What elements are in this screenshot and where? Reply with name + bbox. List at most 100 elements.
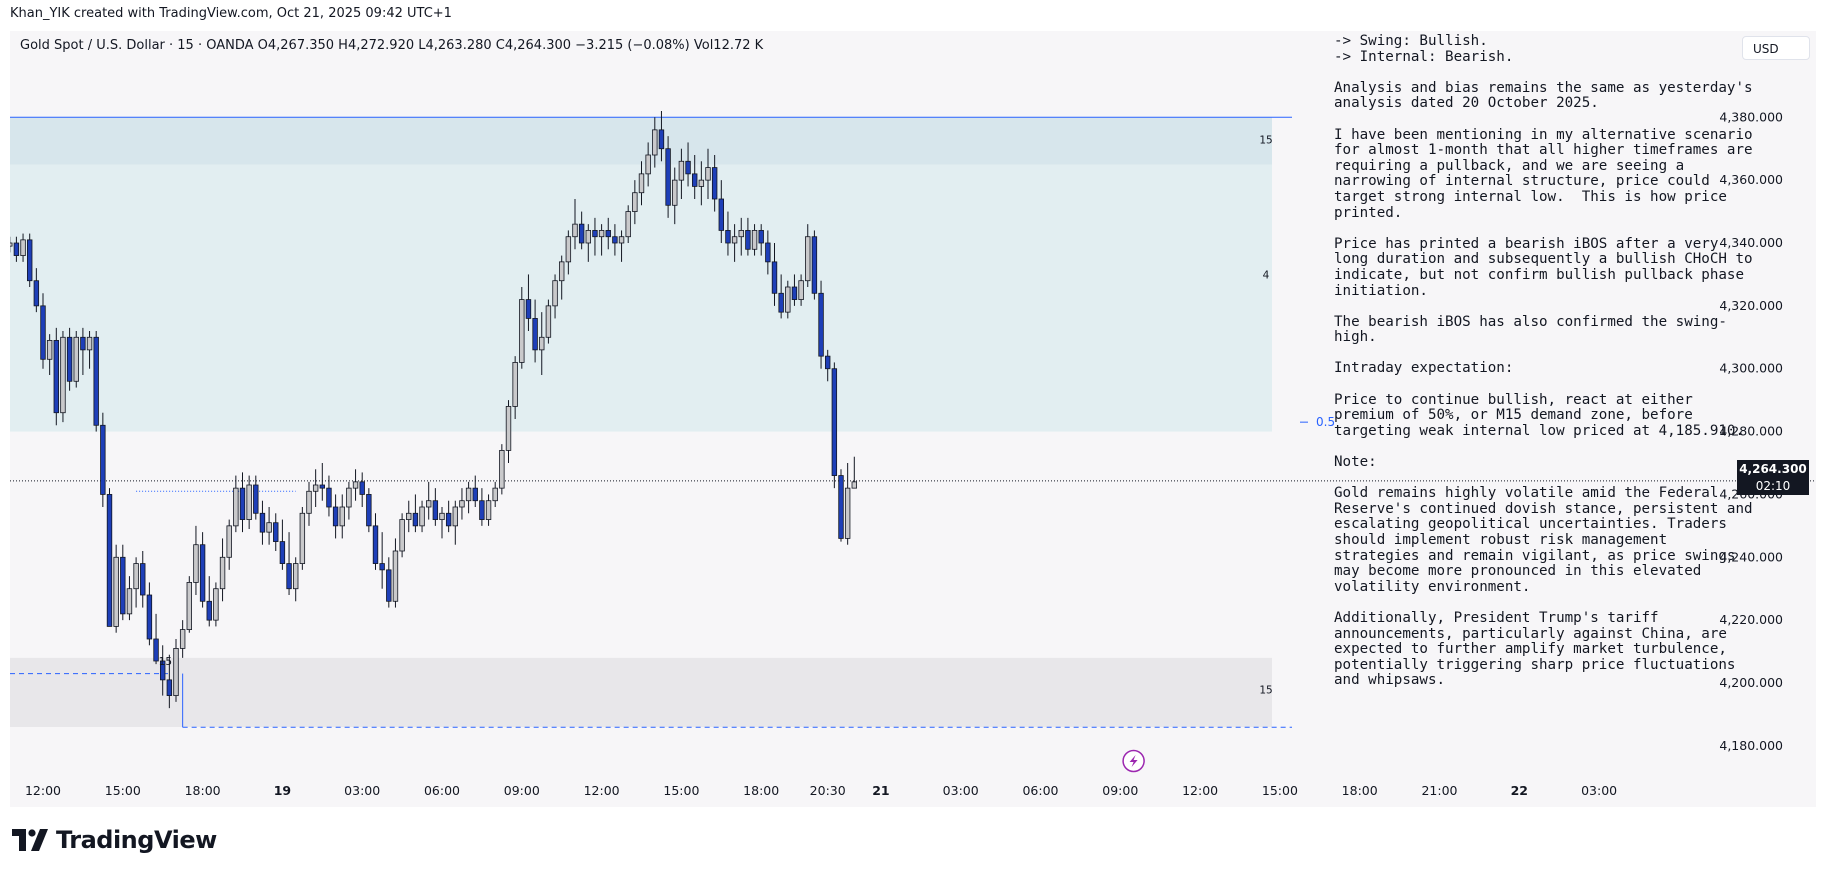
candle[interactable] (731, 236, 738, 244)
candle[interactable] (725, 230, 731, 244)
candle[interactable] (206, 600, 212, 621)
candle[interactable] (299, 512, 306, 564)
candle[interactable] (645, 154, 651, 175)
candle[interactable] (492, 487, 498, 502)
candle[interactable] (692, 173, 698, 187)
candle[interactable] (239, 487, 246, 520)
candle[interactable] (831, 368, 838, 476)
candle[interactable] (126, 588, 133, 615)
candle[interactable] (412, 512, 419, 527)
candle[interactable] (751, 230, 758, 250)
candle[interactable] (485, 500, 492, 520)
candle[interactable] (292, 563, 299, 590)
candle[interactable] (499, 450, 505, 489)
candle[interactable] (326, 487, 332, 508)
candle[interactable] (193, 544, 199, 583)
candle[interactable] (306, 490, 312, 514)
candle[interactable] (791, 286, 798, 300)
candle[interactable] (459, 500, 465, 508)
candle[interactable] (406, 512, 412, 520)
candle[interactable] (140, 563, 146, 596)
candle[interactable] (519, 299, 525, 363)
candle[interactable] (33, 280, 40, 307)
candle[interactable] (578, 223, 585, 244)
candle[interactable] (432, 500, 439, 520)
candle[interactable] (259, 512, 266, 533)
candle[interactable] (572, 223, 578, 238)
candle[interactable] (26, 239, 33, 282)
candle[interactable] (638, 173, 645, 194)
candle[interactable] (672, 179, 678, 206)
candle[interactable] (319, 484, 325, 489)
candle[interactable] (711, 167, 718, 200)
candle[interactable] (705, 167, 711, 181)
candle[interactable] (392, 550, 399, 602)
candle[interactable] (479, 500, 485, 520)
candle[interactable] (286, 563, 292, 590)
candle[interactable] (738, 230, 744, 238)
candle[interactable] (166, 679, 173, 696)
candle[interactable] (279, 541, 286, 564)
candle[interactable] (452, 506, 458, 527)
candle[interactable] (40, 305, 46, 360)
candle[interactable] (146, 594, 153, 640)
candle[interactable] (818, 292, 824, 357)
candle[interactable] (113, 556, 119, 627)
candle[interactable] (632, 192, 638, 212)
candle[interactable] (372, 525, 379, 564)
candle[interactable] (46, 340, 53, 360)
candle[interactable] (253, 484, 259, 514)
candle[interactable] (13, 242, 20, 256)
currency-button[interactable]: USD (1742, 36, 1810, 60)
candle[interactable] (585, 230, 591, 244)
candle[interactable] (658, 129, 665, 150)
candle[interactable] (86, 336, 93, 351)
candle[interactable] (186, 582, 192, 630)
candle[interactable] (100, 424, 106, 495)
candle[interactable] (525, 299, 532, 319)
candle[interactable] (213, 588, 219, 621)
candle[interactable] (159, 660, 166, 681)
candle[interactable] (532, 318, 538, 351)
candle[interactable] (199, 544, 206, 602)
candle[interactable] (798, 280, 804, 300)
candle[interactable] (93, 336, 99, 426)
candle[interactable] (685, 160, 691, 175)
candle[interactable] (618, 236, 625, 244)
candle[interactable] (545, 305, 552, 338)
candle[interactable] (425, 500, 432, 508)
candle[interactable] (379, 563, 385, 571)
candle[interactable] (339, 506, 345, 527)
candle[interactable] (665, 148, 671, 206)
candle[interactable] (66, 336, 73, 382)
candle[interactable] (559, 261, 565, 282)
candle[interactable] (312, 484, 319, 492)
candle[interactable] (825, 355, 831, 370)
candle[interactable] (419, 506, 425, 527)
candle[interactable] (173, 648, 179, 696)
candle[interactable] (399, 519, 405, 552)
candlestick-chart[interactable]: 15 4 0.5 15 15 4,180.000 4,200.000 4,220.000 4,2… (10, 31, 1816, 807)
candle[interactable] (352, 481, 359, 489)
candle[interactable] (552, 280, 558, 307)
candle[interactable] (106, 494, 113, 627)
candle[interactable] (73, 336, 79, 382)
candle[interactable] (80, 336, 86, 351)
candle[interactable] (612, 236, 618, 244)
candle[interactable] (226, 525, 232, 558)
candle[interactable] (505, 406, 512, 451)
candle[interactable] (219, 556, 226, 590)
candle[interactable] (233, 487, 239, 527)
candle[interactable] (60, 336, 66, 414)
candle[interactable] (805, 236, 811, 282)
candle[interactable] (765, 242, 771, 263)
candle[interactable] (598, 230, 605, 238)
candle[interactable] (366, 494, 372, 527)
candle[interactable] (20, 239, 26, 256)
candle[interactable] (678, 160, 685, 181)
candle[interactable] (758, 230, 764, 244)
candle[interactable] (53, 340, 59, 414)
candle[interactable] (386, 569, 392, 602)
candle[interactable] (745, 230, 751, 250)
candle[interactable] (592, 230, 598, 238)
